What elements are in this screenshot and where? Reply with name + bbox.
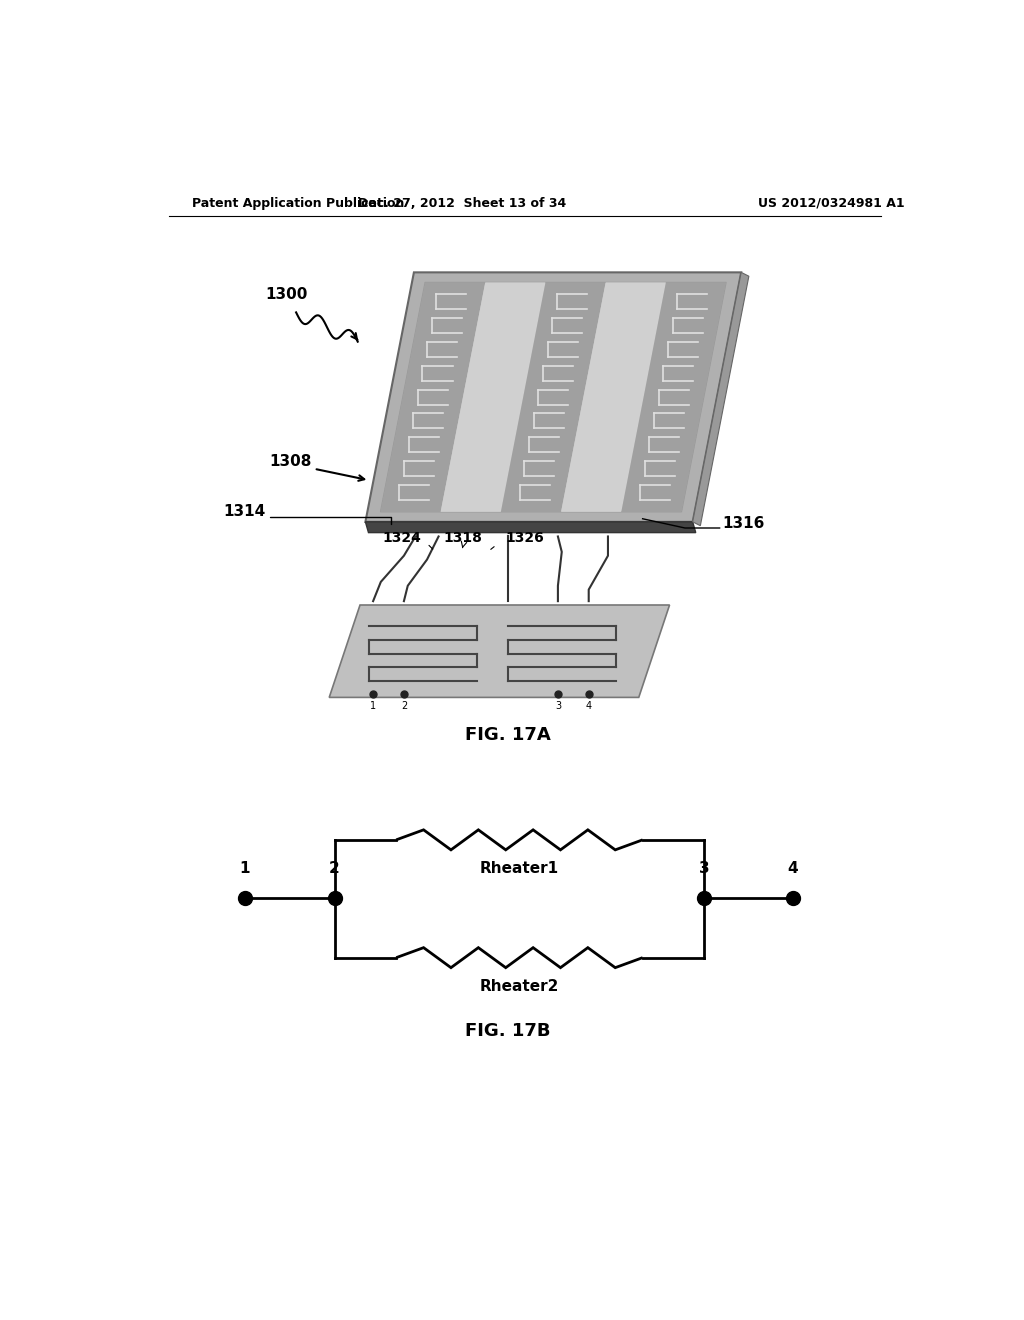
- Text: 1300: 1300: [265, 288, 307, 302]
- Text: FIG. 17A: FIG. 17A: [465, 726, 551, 743]
- Text: 1324: 1324: [383, 531, 422, 545]
- Text: 1318: 1318: [443, 531, 482, 545]
- Text: 3: 3: [699, 861, 710, 876]
- Text: Dec. 27, 2012  Sheet 13 of 34: Dec. 27, 2012 Sheet 13 of 34: [357, 197, 566, 210]
- Polygon shape: [330, 605, 670, 697]
- Polygon shape: [561, 282, 666, 512]
- Text: 3: 3: [555, 701, 561, 711]
- Text: 2: 2: [330, 861, 340, 876]
- Polygon shape: [692, 272, 749, 525]
- Text: FIG. 17B: FIG. 17B: [465, 1022, 551, 1040]
- Polygon shape: [440, 282, 546, 512]
- Text: 2: 2: [400, 701, 407, 711]
- Polygon shape: [622, 282, 726, 512]
- Text: 1308: 1308: [269, 454, 311, 470]
- Text: 4: 4: [787, 861, 798, 876]
- Text: 1326: 1326: [506, 531, 545, 545]
- Text: 1: 1: [240, 861, 250, 876]
- Text: Rheater2: Rheater2: [479, 979, 559, 994]
- Text: 4: 4: [586, 701, 592, 711]
- Text: 1314: 1314: [223, 504, 265, 520]
- Text: 1: 1: [370, 701, 376, 711]
- Polygon shape: [366, 272, 741, 521]
- Text: 1316: 1316: [722, 516, 764, 531]
- Polygon shape: [501, 282, 606, 512]
- Text: US 2012/0324981 A1: US 2012/0324981 A1: [758, 197, 904, 210]
- Text: Rheater1: Rheater1: [480, 862, 559, 876]
- Polygon shape: [381, 282, 485, 512]
- Polygon shape: [381, 282, 726, 512]
- Text: Patent Application Publication: Patent Application Publication: [193, 197, 404, 210]
- Polygon shape: [366, 521, 695, 533]
